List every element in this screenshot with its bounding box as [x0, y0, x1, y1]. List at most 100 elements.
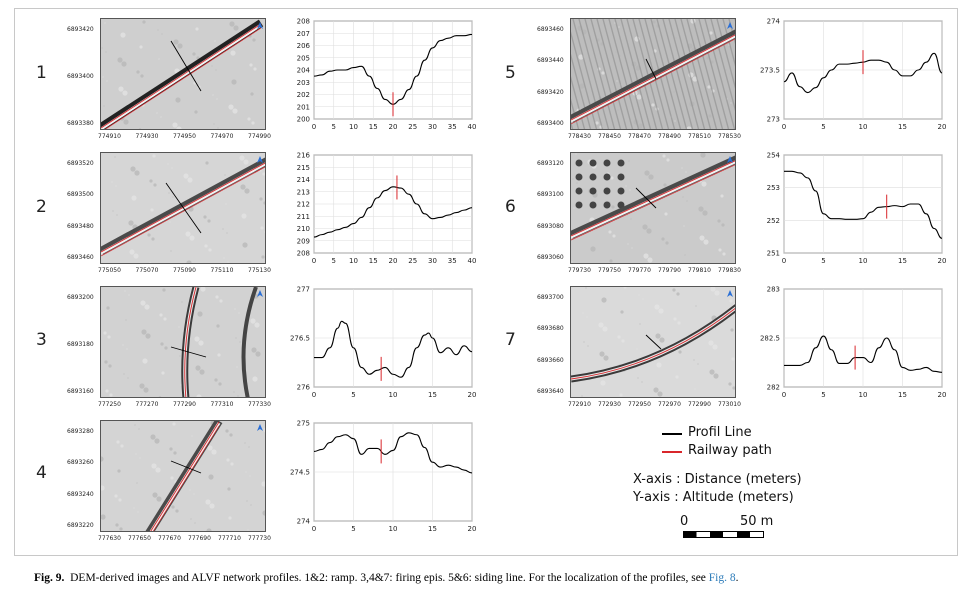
y-tick-label: 200 — [297, 116, 310, 124]
map-x-tick-label: 779790 — [658, 267, 681, 274]
map-y-tick-label: 6893160 — [67, 388, 94, 395]
y-tick-label: 252 — [767, 217, 780, 225]
x-tick-label: 40 — [468, 123, 477, 131]
y-tick-label: 216 — [297, 152, 311, 160]
map-x-tick-label: 774930 — [135, 133, 159, 140]
map-x-tick-label: 777290 — [173, 401, 196, 408]
profile-chart-3: 276 276.5 277 0 5 10 15 20 — [290, 286, 477, 400]
dem-map-4 — [100, 420, 266, 532]
caption-label: Fig. 9. — [34, 572, 65, 584]
map-y-tick-label: 6893700 — [537, 294, 564, 301]
map-x-tick-label: 777310 — [210, 401, 234, 408]
map-x-tick-label: 777250 — [98, 401, 121, 408]
y-tick-label: 211 — [297, 213, 310, 221]
y-axis-note: Y-axis : Altitude (meters) — [633, 490, 794, 505]
x-tick-label: 10 — [389, 391, 398, 399]
map-x-tick-label: 772990 — [688, 401, 711, 408]
y-tick-label: 273.5 — [760, 67, 780, 75]
profile-chart-6: 251 252 253 254 0 5 10 15 20 — [767, 152, 947, 266]
x-tick-label: 5 — [332, 123, 336, 131]
map-y-tick-label: 6893440 — [537, 57, 564, 65]
map-y-tick-label: 6893460 — [67, 254, 94, 261]
panel-number-5: 5 — [505, 63, 516, 83]
x-tick-label: 15 — [428, 391, 437, 399]
map-x-tick-label: 772930 — [598, 401, 621, 408]
x-tick-label: 0 — [312, 391, 316, 399]
y-tick-label: 214 — [297, 176, 311, 184]
map-x-tick-label: 777670 — [158, 535, 181, 542]
x-tick-label: 15 — [898, 391, 907, 399]
dem-map-6 — [570, 152, 736, 264]
map-x-tick-label: 774970 — [210, 133, 234, 140]
map-y-tick-label: 6893060 — [537, 254, 564, 261]
profile-chart-4: 274 274.5 275 0 5 10 15 20 — [290, 420, 477, 534]
y-tick-label: 212 — [297, 201, 310, 209]
x-tick-label: 15 — [898, 123, 907, 131]
y-tick-label: 274 — [767, 18, 781, 26]
panel-number-1: 1 — [36, 63, 47, 83]
x-tick-label: 5 — [351, 391, 355, 399]
y-tick-label: 274 — [297, 518, 311, 526]
x-tick-label: 5 — [821, 391, 825, 399]
profile-series-line — [313, 320, 473, 378]
y-tick-label: 283 — [767, 286, 780, 294]
y-tick-label: 276 — [297, 384, 311, 392]
map-x-tick-label: 775090 — [173, 267, 196, 274]
map-x-tick-label: 774910 — [98, 133, 121, 140]
y-tick-label: 282 — [767, 384, 780, 392]
x-tick-label: 10 — [859, 123, 868, 131]
profile-chart-7: 282 282.5 283 0 5 10 15 20 — [760, 286, 947, 400]
panel-number-2: 2 — [36, 197, 47, 217]
map-y-tick-label: 6893200 — [67, 294, 94, 301]
map-x-tick-label: 775110 — [210, 267, 234, 274]
y-tick-label: 213 — [297, 188, 310, 196]
x-tick-label: 20 — [938, 391, 947, 399]
map-x-tick-label: 772970 — [658, 401, 681, 408]
x-tick-label: 35 — [448, 257, 457, 265]
y-tick-label: 253 — [767, 184, 780, 192]
profile-chart-5: 273 273.5 274 0 5 10 15 20 — [760, 18, 947, 132]
map-x-tick-label: 778430 — [568, 133, 591, 140]
y-tick-label: 277 — [297, 286, 310, 294]
map-y-tick-label: 6893080 — [537, 222, 564, 230]
map-y-tick-label: 6893380 — [67, 120, 94, 127]
map-x-tick-label: 778470 — [628, 133, 651, 140]
x-tick-label: 10 — [859, 257, 868, 265]
y-tick-label: 276.5 — [290, 335, 310, 343]
map-y-tick-label: 6893240 — [67, 490, 94, 498]
map-x-tick-label: 778450 — [598, 133, 621, 140]
y-tick-label: 282.5 — [760, 335, 780, 343]
map-y-tick-label: 6893660 — [537, 356, 564, 364]
map-y-tick-label: 6893420 — [67, 26, 94, 33]
x-tick-label: 15 — [428, 525, 437, 533]
y-tick-label: 215 — [297, 164, 310, 172]
x-tick-label: 0 — [312, 257, 316, 265]
x-tick-label: 5 — [332, 257, 336, 265]
y-tick-label: 208 — [297, 18, 310, 26]
map-y-tick-label: 6893480 — [67, 222, 94, 230]
x-tick-label: 40 — [468, 257, 477, 265]
x-tick-label: 35 — [448, 123, 457, 131]
y-tick-label: 206 — [297, 42, 311, 50]
dem-map-7 — [570, 286, 736, 398]
y-tick-label: 204 — [297, 67, 311, 75]
profile-series-line — [784, 335, 943, 373]
map-x-tick-label: 774950 — [173, 133, 196, 140]
x-tick-label: 10 — [349, 257, 358, 265]
map-y-tick-label: 6893280 — [67, 428, 94, 435]
x-tick-label: 10 — [389, 525, 398, 533]
dem-map-2 — [100, 152, 266, 264]
caption-figure-link[interactable]: Fig. 8 — [708, 572, 736, 584]
dem-map-5 — [570, 18, 736, 130]
map-x-tick-label: 775070 — [135, 267, 159, 274]
map-x-tick-label: 779830 — [718, 267, 741, 274]
map-x-tick-label: 779750 — [598, 267, 621, 274]
map-y-tick-label: 6893400 — [537, 120, 564, 127]
x-tick-label: 20 — [938, 257, 947, 265]
map-x-tick-label: 773010 — [718, 401, 741, 408]
profile-chart-1: 200 201 202 203 204 205 206 207 208 0 5 10 15 20 25 30 3… — [297, 18, 477, 132]
x-tick-label: 0 — [312, 123, 316, 131]
map-x-tick-label: 777330 — [248, 401, 271, 408]
map-x-tick-label: 777650 — [128, 535, 151, 542]
x-tick-label: 20 — [389, 257, 398, 265]
